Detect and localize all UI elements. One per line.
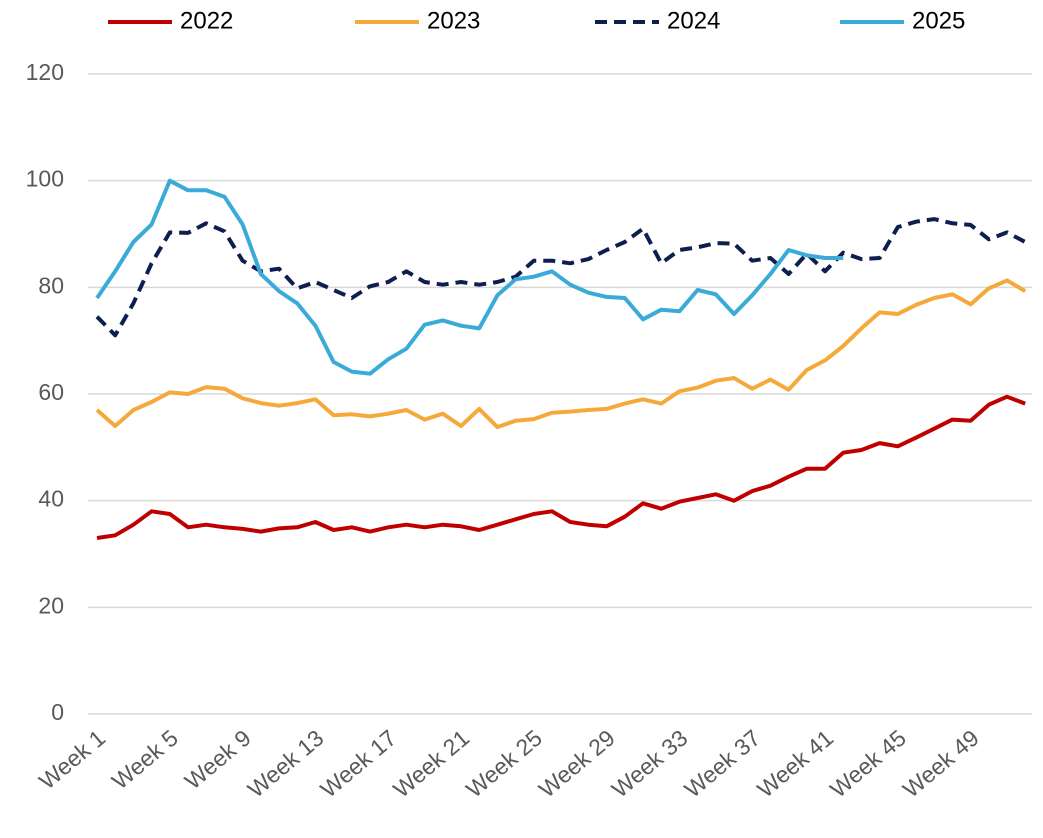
y-tick-label: 20 bbox=[38, 592, 64, 618]
series-line bbox=[95, 178, 844, 376]
legend-label: 2025 bbox=[912, 7, 965, 34]
x-tick-label: Week 29 bbox=[534, 725, 620, 803]
series-line bbox=[96, 394, 1026, 540]
x-tick-label: Week 1 bbox=[34, 725, 110, 795]
legend-label: 2023 bbox=[427, 7, 480, 34]
x-tick-label: Week 21 bbox=[388, 725, 474, 803]
y-tick-label: 100 bbox=[26, 166, 64, 192]
legend-label: 2024 bbox=[667, 7, 720, 34]
x-tick-label: Week 5 bbox=[107, 725, 183, 795]
x-tick-label: Week 13 bbox=[243, 725, 329, 803]
x-tick-label: Week 49 bbox=[898, 725, 984, 803]
x-tick-label: Week 17 bbox=[315, 725, 401, 803]
y-tick-label: 120 bbox=[26, 59, 64, 85]
y-tick-label: 80 bbox=[38, 272, 64, 298]
series-line bbox=[95, 217, 1027, 338]
y-tick-label: 40 bbox=[38, 486, 64, 512]
x-tick-label: Week 45 bbox=[825, 725, 911, 803]
x-tick-label: Week 33 bbox=[607, 725, 693, 803]
series-line bbox=[95, 278, 1027, 430]
y-tick-label: 0 bbox=[51, 699, 64, 725]
x-tick-label: Week 37 bbox=[679, 725, 765, 803]
y-tick-label: 60 bbox=[38, 379, 64, 405]
x-tick-label: Week 41 bbox=[752, 725, 838, 803]
x-tick-label: Week 25 bbox=[461, 725, 547, 803]
legend-label: 2022 bbox=[180, 7, 233, 34]
